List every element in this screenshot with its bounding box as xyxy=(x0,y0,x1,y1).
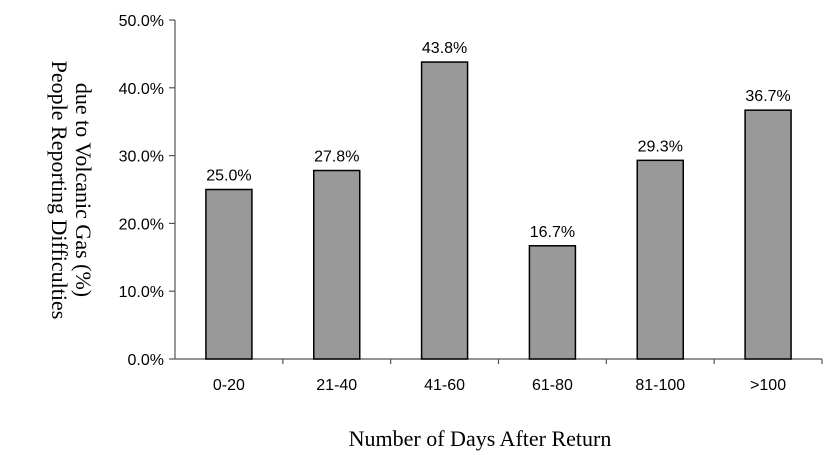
y-tick-label: 10.0% xyxy=(119,284,164,301)
y-axis-title-line-2: due to Volcanic Gas (%) xyxy=(71,83,96,297)
bar xyxy=(636,159,684,360)
data-label: 29.3% xyxy=(638,138,683,155)
data-label: 25.0% xyxy=(206,168,251,185)
bar xyxy=(528,245,577,360)
y-axis-title: People Reporting Difficulties due to Vol… xyxy=(47,61,96,320)
x-tick-label: 81-100 xyxy=(635,377,685,394)
y-axis-ticks: 0.0% 10.0% 20.0% 30.0% 40.0% 50.0% xyxy=(119,13,175,369)
bar xyxy=(744,109,792,360)
x-tick-label: 0-20 xyxy=(213,377,245,394)
x-tick-label: 41-60 xyxy=(424,377,465,394)
y-axis-title-line-1: People Reporting Difficulties xyxy=(47,61,72,320)
bar xyxy=(205,188,253,360)
x-axis-ticks: 0-20 21-40 41-60 61-80 81-100 >100 xyxy=(213,359,823,394)
data-label: 43.8% xyxy=(422,40,467,57)
bar xyxy=(313,169,361,360)
data-label: 36.7% xyxy=(745,88,790,105)
bars: 25.0% 27.8% 43.8% 16.7% 29.3% 36.7% xyxy=(205,40,792,360)
x-axis-title: Number of Days After Return xyxy=(349,426,612,451)
x-tick-label: >100 xyxy=(750,377,786,394)
y-tick-label: 50.0% xyxy=(119,13,164,30)
data-label: 27.8% xyxy=(314,149,359,166)
bar xyxy=(420,61,469,360)
data-label: 16.7% xyxy=(530,224,575,241)
x-tick-label: 21-40 xyxy=(316,377,357,394)
y-tick-label: 40.0% xyxy=(119,81,164,98)
y-tick-label: 30.0% xyxy=(119,149,164,166)
y-tick-label: 0.0% xyxy=(128,352,164,369)
y-tick-label: 20.0% xyxy=(119,216,164,233)
x-tick-label: 61-80 xyxy=(532,377,573,394)
axes xyxy=(174,20,822,360)
